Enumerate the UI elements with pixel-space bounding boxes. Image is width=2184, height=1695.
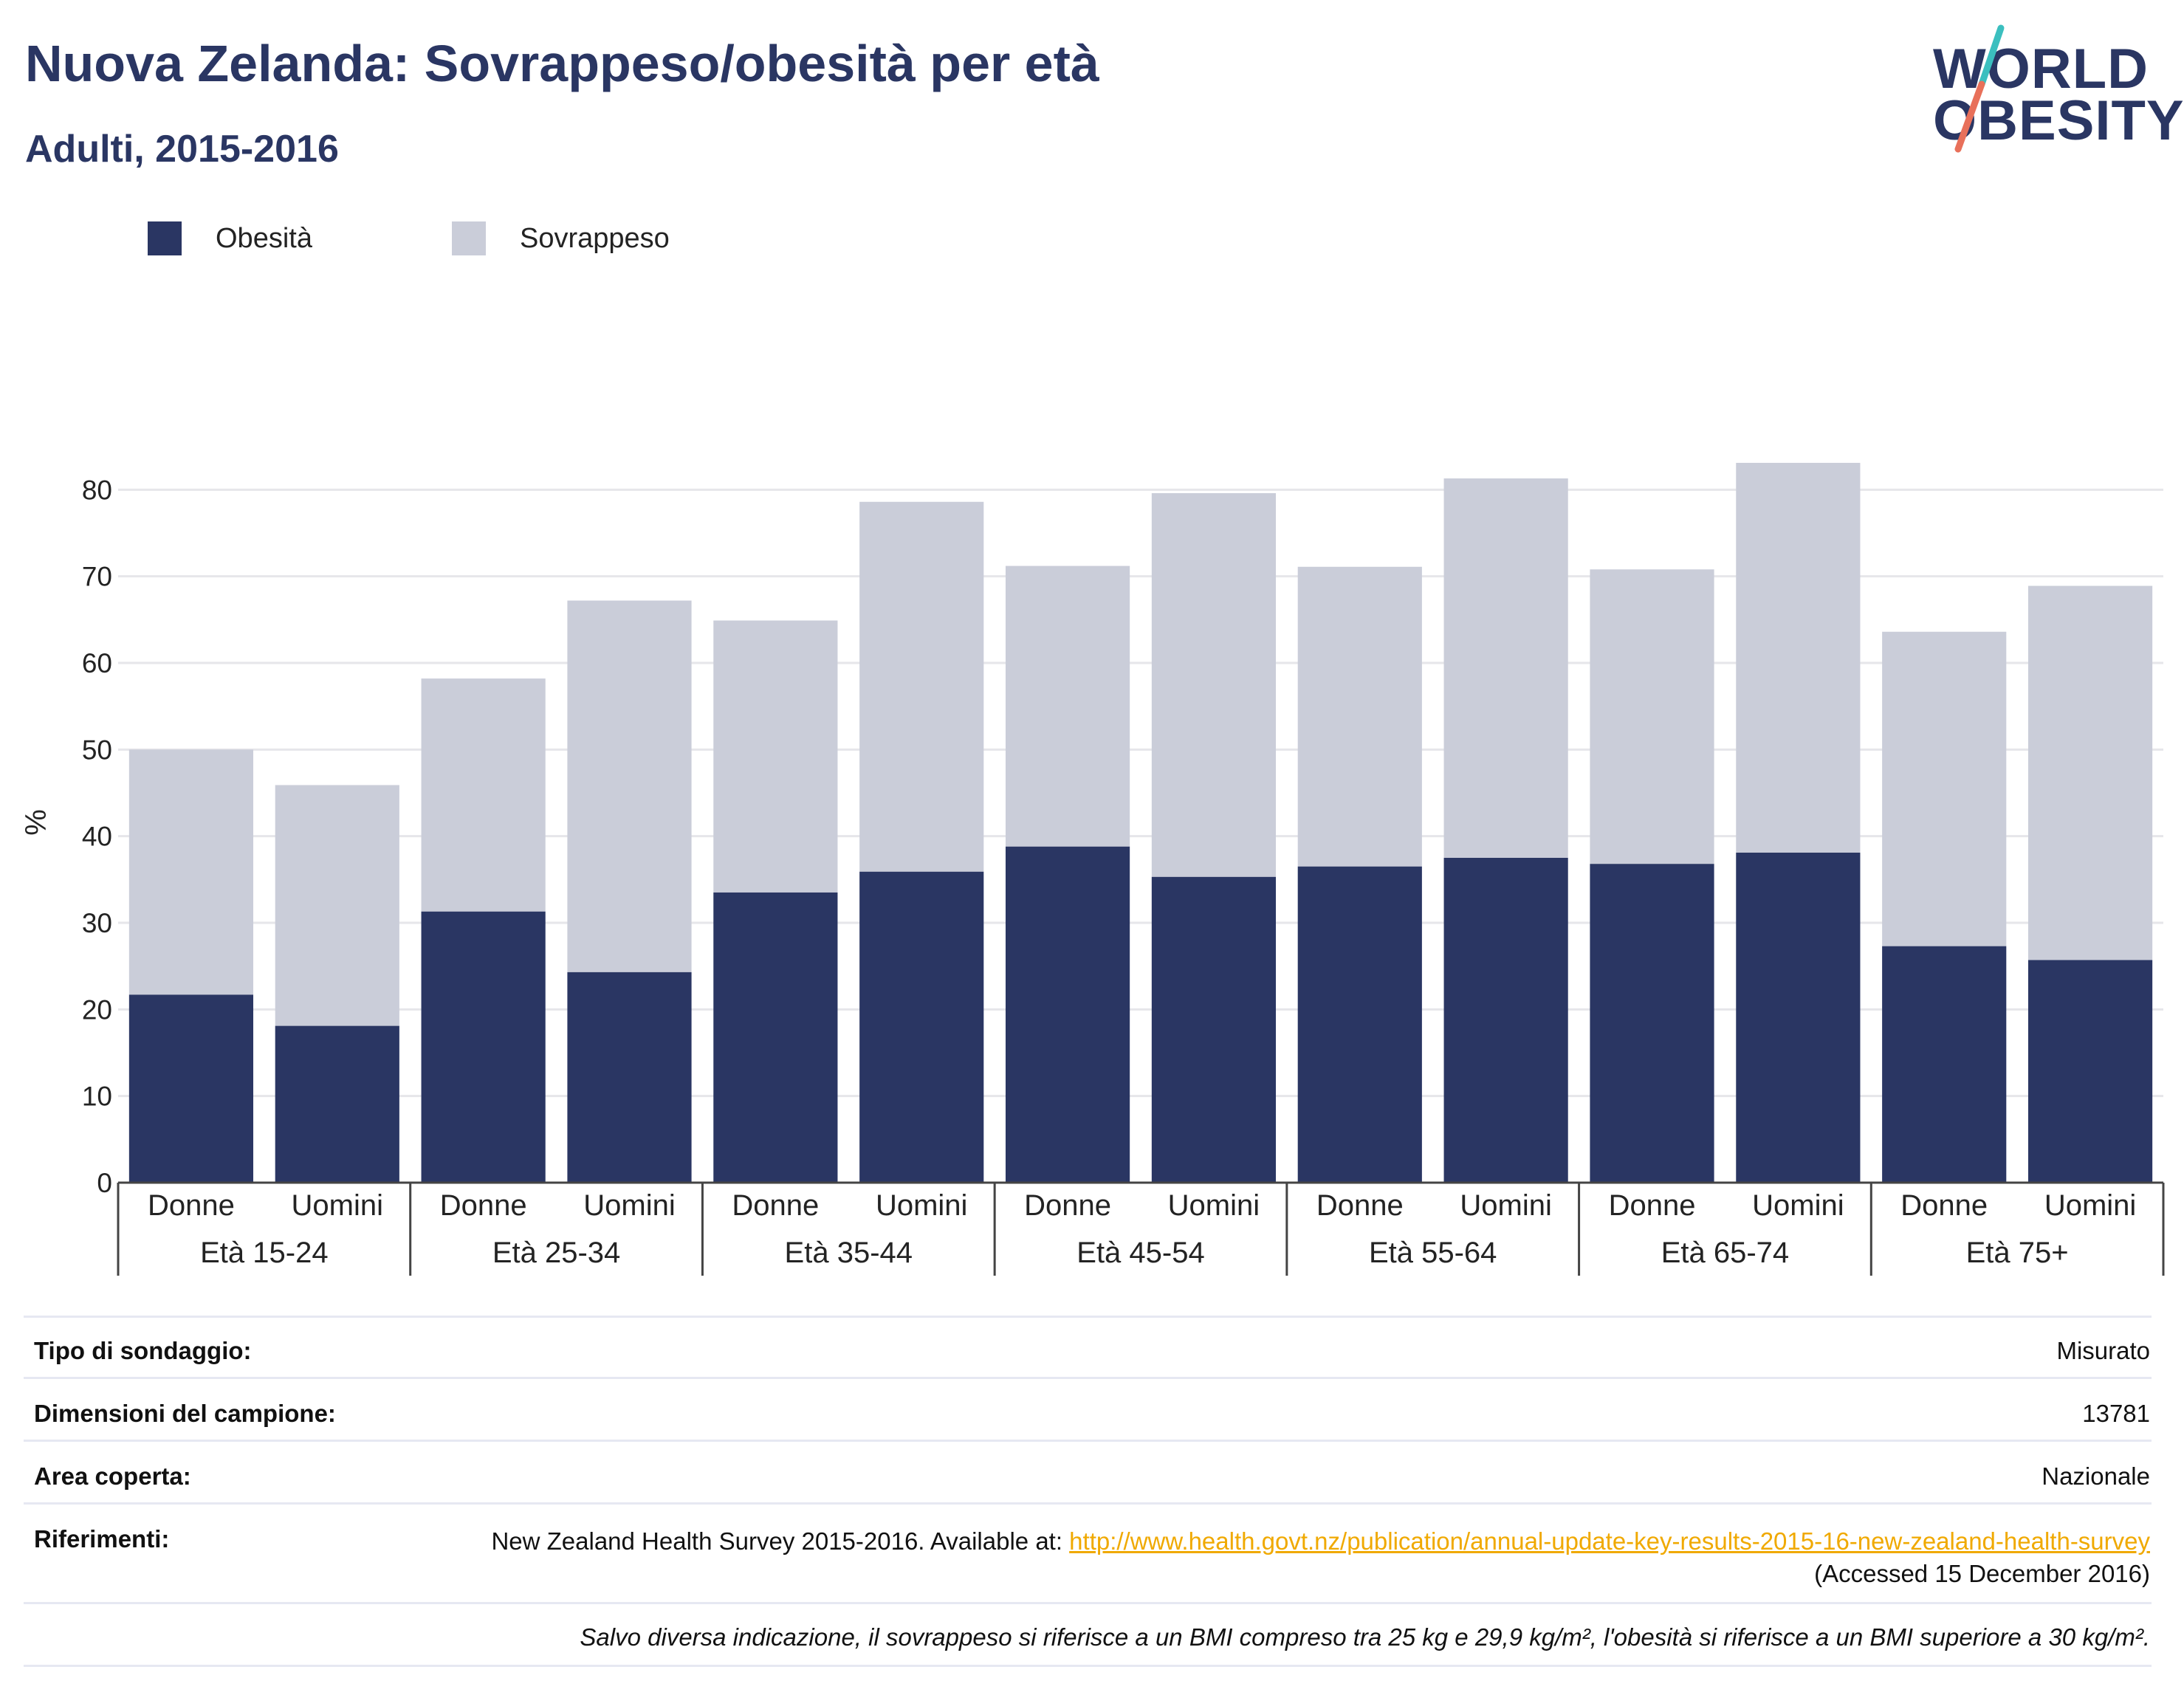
y-tick-label: 80 [82, 475, 112, 505]
x-group-label: Età 25-34 [492, 1237, 620, 1269]
definition-note: Salvo diversa indicazione, il sovrappeso… [580, 1623, 2150, 1651]
area-label: Area coperta: [34, 1462, 191, 1490]
bar-obesity [421, 911, 546, 1183]
y-axis-label: % [20, 809, 52, 836]
bar-overweight [2027, 585, 2153, 960]
references-label: Riferimenti: [34, 1525, 170, 1553]
x-sub-label: Donne [440, 1189, 527, 1222]
y-tick-label: 0 [97, 1168, 112, 1198]
info-table: Tipo di sondaggio: Misurato Dimensioni d… [24, 1316, 2152, 1667]
bar-overweight [1590, 569, 1714, 864]
legend-swatch-overweight [452, 221, 486, 255]
x-group-label: Età 15-24 [200, 1237, 328, 1269]
legend-item-obesity: Obesità [148, 221, 312, 255]
y-tick-label: 10 [82, 1082, 112, 1112]
x-sub-label: Uomini [1752, 1189, 1844, 1222]
y-tick-label: 40 [82, 822, 112, 852]
survey-type-value: Misurato [2056, 1337, 2150, 1364]
bar-overweight [1443, 478, 1568, 858]
y-tick-label: 20 [82, 994, 112, 1025]
bar-obesity [1297, 866, 1422, 1183]
legend-label-obesity: Obesità [216, 222, 312, 254]
x-sub-label: Donne [1609, 1189, 1696, 1222]
legend-swatch-obesity [148, 221, 182, 255]
bar-obesity [1151, 876, 1277, 1183]
references-value: New Zealand Health Survey 2015-2016. Ava… [452, 1525, 2150, 1590]
bar-obesity [2027, 960, 2153, 1183]
x-sub-label: Donne [1024, 1189, 1111, 1222]
bar-obesity [859, 871, 984, 1183]
bar-overweight [859, 501, 984, 872]
x-sub-label: Donne [1316, 1189, 1404, 1222]
bar-obesity [1443, 858, 1568, 1183]
references-accessed: (Accessed 15 December 2016) [1814, 1560, 2150, 1587]
logo-slash-icon [1954, 24, 2005, 153]
legend-label-overweight: Sovrappeso [520, 222, 670, 254]
bar-overweight [567, 600, 692, 972]
bar-obesity [1590, 864, 1714, 1183]
x-sub-label: Uomini [1168, 1189, 1260, 1222]
x-group-label: Età 55-64 [1369, 1237, 1497, 1269]
bar-overweight [128, 749, 254, 995]
x-sub-label: Donne [1900, 1189, 1988, 1222]
bar-overweight [1882, 631, 2007, 946]
x-sub-label: Uomini [1460, 1189, 1551, 1222]
x-group-label: Età 45-54 [1076, 1237, 1204, 1269]
info-row-sample-size: Dimensioni del campione: 13781 [24, 1377, 2152, 1440]
logo-line-1: WORLD [1933, 38, 2149, 100]
bar-obesity [275, 1025, 399, 1183]
bar-overweight [713, 620, 838, 893]
sample-size-value: 13781 [2082, 1400, 2150, 1427]
info-row-note: Salvo diversa indicazione, il sovrappeso… [24, 1602, 2152, 1667]
y-tick-label: 50 [82, 735, 112, 765]
x-sub-label: Uomini [292, 1189, 383, 1222]
references-link[interactable]: http://www.health.govt.nz/publication/an… [1069, 1527, 2150, 1555]
page-title: Nuova Zelanda: Sovrappeso/obesità per et… [25, 35, 1099, 92]
sample-size-label: Dimensioni del campione: [34, 1400, 336, 1427]
bar-obesity [128, 994, 254, 1183]
survey-type-label: Tipo di sondaggio: [34, 1337, 252, 1364]
x-group-label: Età 65-74 [1661, 1237, 1789, 1269]
area-value: Nazionale [2042, 1462, 2150, 1490]
x-sub-label: Donne [148, 1189, 235, 1222]
y-tick-label: 30 [82, 908, 112, 938]
y-tick-label: 70 [82, 562, 112, 592]
x-sub-label: Uomini [583, 1189, 675, 1222]
bar-overweight [275, 785, 399, 1026]
bar-overweight [1297, 566, 1422, 867]
info-row-area: Area coperta: Nazionale [24, 1440, 2152, 1502]
bar-overweight [421, 678, 546, 912]
x-sub-label: Uomini [2044, 1189, 2136, 1222]
stacked-bar-chart: 0 10 20 30 40 50 60 70 80% Donne Uomini Donne Uomini… [20, 462, 2165, 1276]
x-group-label: Età 75+ [1966, 1237, 2069, 1269]
bar-obesity [1736, 852, 1861, 1183]
world-obesity-logo: WORLD OBESITY [1920, 22, 2184, 162]
x-sub-label: Donne [732, 1189, 819, 1222]
bar-obesity [713, 892, 838, 1183]
y-tick-label: 60 [82, 648, 112, 678]
bar-overweight [1151, 493, 1277, 877]
bar-overweight [1005, 565, 1130, 847]
info-row-survey-type: Tipo di sondaggio: Misurato [24, 1316, 2152, 1377]
bar-overweight [1736, 462, 1861, 853]
x-sub-label: Uomini [876, 1189, 967, 1222]
bar-obesity [1005, 846, 1130, 1183]
bar-obesity [1882, 946, 2007, 1183]
info-row-references: Riferimenti: New Zealand Health Survey 2… [24, 1502, 2152, 1602]
legend-item-overweight: Sovrappeso [452, 221, 670, 255]
bar-obesity [567, 972, 692, 1183]
page-subtitle: Adulti, 2015-2016 [25, 128, 339, 171]
x-group-label: Età 35-44 [785, 1237, 913, 1269]
references-text: New Zealand Health Survey 2015-2016. Ava… [491, 1527, 1070, 1555]
